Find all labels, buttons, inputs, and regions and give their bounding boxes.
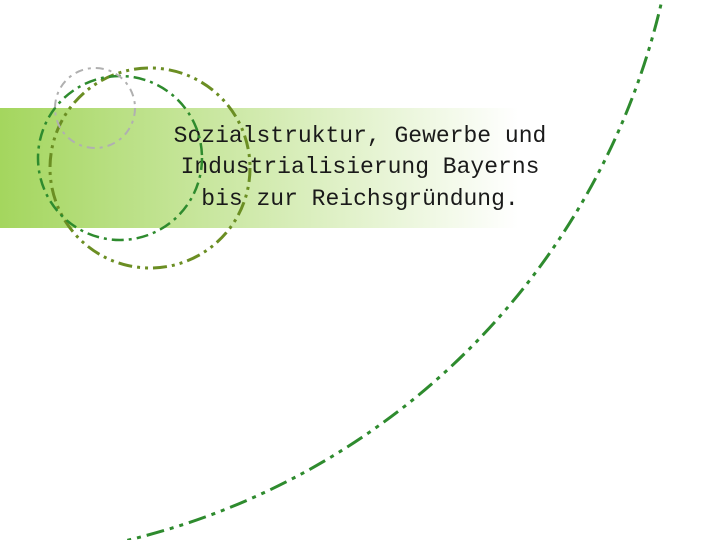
title-band: Sozialstruktur, Gewerbe und Industrialis… <box>0 108 720 228</box>
decorative-shapes <box>0 0 720 540</box>
slide-title: Sozialstruktur, Gewerbe und Industrialis… <box>174 121 547 214</box>
decor-large-arc <box>0 0 680 540</box>
